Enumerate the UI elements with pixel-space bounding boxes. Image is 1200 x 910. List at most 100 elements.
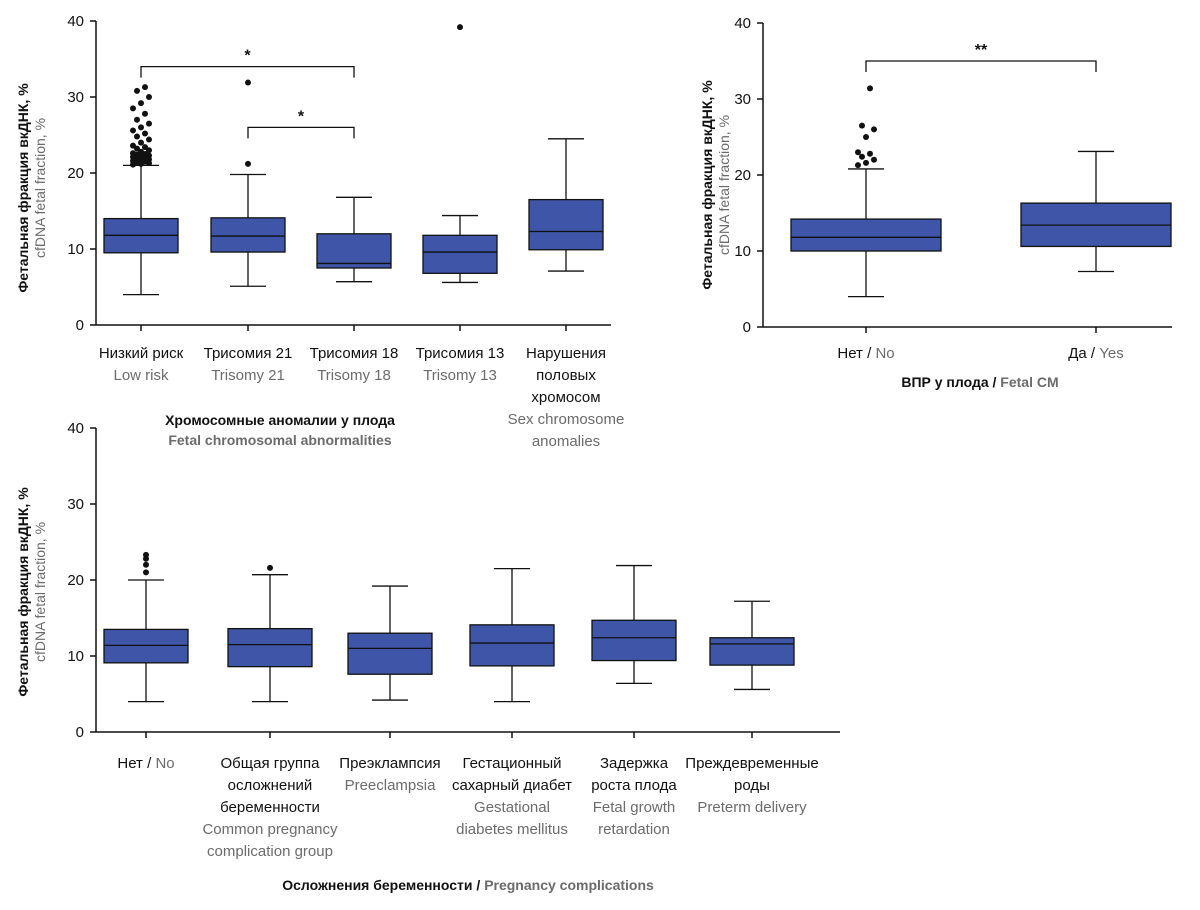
y-axis-label-ru: Фетальная фракция вкДНК, % [15, 83, 31, 293]
outlier-point [855, 162, 861, 169]
y-tick-label: 0 [76, 317, 84, 334]
outlier-point [130, 105, 136, 112]
x-tick-label: Нет / No [117, 755, 174, 772]
outlier-point [142, 130, 148, 137]
iqr-box [347, 632, 433, 675]
outlier-point [142, 144, 148, 151]
iqr-box [528, 198, 604, 251]
x-tick-label-en: Sex chromosome [508, 411, 625, 428]
outlier-point [134, 133, 140, 140]
x-tick-label-en: complication group [207, 843, 333, 860]
y-tick-label: 20 [67, 165, 84, 182]
x-tick-label-en: Gestational [474, 799, 550, 816]
y-axis-label-ru: Фетальная фракция вкДНК, % [15, 487, 31, 697]
y-tick-label: 40 [734, 15, 751, 32]
iqr-box [210, 217, 286, 253]
outlier-point [138, 139, 144, 146]
y-axis-label-en: cfDNA fetal fraction, % [716, 115, 732, 255]
y-tick-label: 30 [67, 89, 84, 106]
x-tick-label: Нет / No [837, 345, 894, 362]
outlier-point [457, 24, 463, 31]
outlier-point [130, 127, 136, 134]
significance-bracket: ** [865, 42, 1097, 72]
significance-bracket: * [140, 48, 355, 78]
box-chromosomal-3: Трисомия 13 Trisomy 13 [416, 24, 505, 384]
significance-label: * [298, 108, 305, 125]
iqr-box [591, 619, 677, 662]
x-tick-label-ru: осложнений [228, 777, 313, 794]
y-axis-label-en: cfDNA fetal fraction, % [32, 522, 48, 662]
iqr-box [469, 624, 555, 667]
iqr-box [227, 627, 313, 668]
outlier-point [143, 561, 149, 568]
outlier-point [142, 110, 148, 117]
x-axis-label-ru: Хромосомные аномалии у плода [165, 412, 395, 428]
box-chromosomal-2: Трисомия 18 Trisomy 18 [310, 196, 399, 384]
x-tick-label-ru: роды [734, 777, 770, 794]
outlier-point [134, 87, 140, 94]
x-tick-label-ru: Трисомия 18 [310, 345, 399, 362]
y-tick-label: 10 [67, 241, 84, 258]
x-tick-label-en: Trisomy 18 [317, 367, 391, 384]
y-tick-label: 40 [67, 13, 84, 30]
outlier-point [863, 134, 869, 140]
outlier-point [143, 569, 149, 576]
outlier-point [867, 85, 873, 92]
y-tick-label: 20 [67, 572, 84, 589]
x-tick-label-ru: Низкий риск [99, 345, 184, 362]
x-axis-label: Осложнения беременности / Pregnancy comp… [282, 877, 654, 893]
x-tick-label-en: retardation [598, 821, 670, 838]
outlier-point [146, 120, 152, 127]
x-tick-label-en: Low risk [113, 367, 169, 384]
box-pregnancy-1: Общая группа осложнений беременности Common… [202, 564, 338, 860]
iqr-box [790, 218, 942, 252]
x-tick-label-ru: Трисомия 21 [204, 345, 293, 362]
outlier-point [871, 156, 877, 163]
x-tick-label-ru: Нарушения [526, 345, 606, 362]
outlier-point [867, 150, 873, 157]
box-malformations-1: Да / Yes [1020, 150, 1172, 362]
outlier-point [130, 150, 136, 157]
box-pregnancy-4: Задержка роста плода Fetal growth retardati… [591, 564, 677, 838]
box-pregnancy-0: Нет / No [103, 551, 189, 772]
bracket-line [865, 60, 1097, 72]
y-axis-label: Фетальная фракция вкДНК, % cfDNA fetal fr… [699, 80, 732, 290]
outlier-point [143, 551, 149, 558]
outlier-point [859, 153, 865, 160]
outlier-point [146, 94, 152, 100]
chart-malformations: 0 10 20 30 40 Фетальная фракция вкДНК, % cfDNA… [699, 15, 1172, 390]
x-tick-label-ru: беременности [220, 799, 320, 816]
iqr-box [316, 233, 392, 269]
x-tick-label-ru: Общая группа [221, 755, 321, 772]
x-tick-label-en: Trisomy 21 [211, 367, 285, 384]
x-tick-label-en: Preterm delivery [697, 799, 807, 816]
outlier-point [245, 79, 251, 86]
y-axis-label: Фетальная фракция вкДНК, % cfDNA fetal fr… [15, 83, 48, 293]
x-tick-label-ru: половых [536, 367, 596, 384]
x-axis-label: ВПР у плода / Fetal CM [901, 374, 1058, 390]
x-tick-label-ru: Трисомия 13 [416, 345, 505, 362]
x-tick-label-ru: хромосом [531, 389, 600, 406]
outlier-point [267, 564, 273, 571]
outlier-point [871, 126, 877, 133]
iqr-box [422, 234, 498, 274]
x-tick-label-ru: Задержка [600, 755, 669, 772]
bracket-line [140, 65, 355, 78]
x-tick-label-en: Fetal growth [593, 799, 676, 816]
significance-bracket: * [247, 108, 355, 139]
outlier-point [859, 122, 865, 129]
outlier-point [855, 149, 861, 156]
x-tick-label-en: diabetes mellitus [456, 821, 568, 838]
y-tick-label: 0 [743, 319, 751, 336]
outlier-point [138, 100, 144, 107]
significance-label: ** [975, 42, 988, 59]
outlier-point [142, 84, 148, 91]
significance-label: * [244, 48, 251, 65]
x-tick-label-ru: Преждевременные [685, 755, 818, 772]
iqr-box [103, 628, 189, 664]
x-tick-label-ru: сахарный диабет [452, 777, 572, 794]
x-tick-label-en: Trisomy 13 [423, 367, 497, 384]
box-chromosomal-0: Низкий риск Low risk [99, 84, 184, 384]
x-tick-label-ru: Преэклампсия [339, 755, 440, 772]
